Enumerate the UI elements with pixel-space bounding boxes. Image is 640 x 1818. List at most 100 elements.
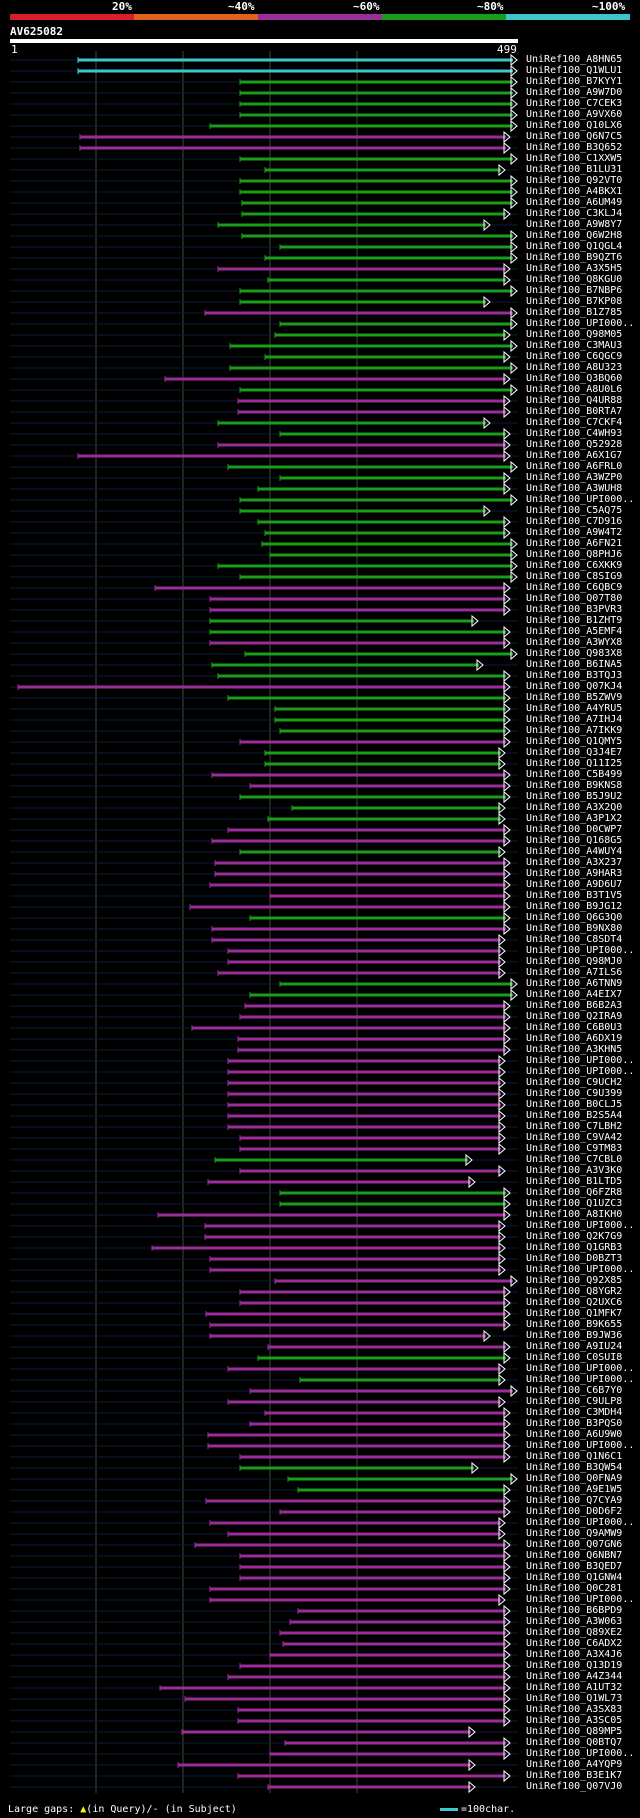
- hit-label[interactable]: UniRef100_Q98MJ0: [526, 956, 623, 967]
- hit-row[interactable]: UniRef100_C6QBC9: [0, 582, 640, 594]
- hit-row[interactable]: UniRef100_UPI000..: [0, 1517, 640, 1529]
- hit-row[interactable]: UniRef100_A7IHJ4: [0, 714, 640, 726]
- hit-label[interactable]: UniRef100_A7IHJ4: [526, 714, 623, 725]
- hit-label[interactable]: UniRef100_Q1MFK7: [526, 1308, 623, 1319]
- hit-row[interactable]: UniRef100_C6XKK9: [0, 560, 640, 572]
- hit-label[interactable]: UniRef100_UPI000..: [526, 1374, 635, 1385]
- hit-row[interactable]: UniRef100_Q4UR88: [0, 395, 640, 407]
- hit-row[interactable]: UniRef100_A8HN65: [0, 54, 640, 66]
- hit-row[interactable]: UniRef100_UPI000..: [0, 1220, 640, 1232]
- hit-row[interactable]: UniRef100_UPI000..: [0, 494, 640, 506]
- hit-label[interactable]: UniRef100_Q2IRA9: [526, 1011, 623, 1022]
- hit-row[interactable]: UniRef100_A6TNN9: [0, 978, 640, 990]
- hit-label[interactable]: UniRef100_A3X2Q0: [526, 802, 623, 813]
- hit-row[interactable]: UniRef100_D0D6F2: [0, 1506, 640, 1518]
- hit-row[interactable]: UniRef100_Q1QGL4: [0, 241, 640, 253]
- hit-label[interactable]: UniRef100_C3KLJ4: [526, 208, 623, 219]
- hit-label[interactable]: UniRef100_A3V3K0: [526, 1165, 623, 1176]
- hit-row[interactable]: UniRef100_D0BZT3: [0, 1253, 640, 1265]
- hit-row[interactable]: UniRef100_UPI000..: [0, 1594, 640, 1606]
- hit-label[interactable]: UniRef100_Q0BTQ7: [526, 1737, 623, 1748]
- hit-row[interactable]: UniRef100_A3KHN5: [0, 1044, 640, 1056]
- hit-label[interactable]: UniRef100_D0BZT3: [526, 1253, 623, 1264]
- hit-row[interactable]: UniRef100_Q98MJ0: [0, 956, 640, 968]
- hit-row[interactable]: UniRef100_B3E1K7: [0, 1770, 640, 1782]
- hit-label[interactable]: UniRef100_B9NX80: [526, 923, 623, 934]
- hit-label[interactable]: UniRef100_C6QBC9: [526, 582, 623, 593]
- hit-row[interactable]: UniRef100_A3WZP0: [0, 472, 640, 484]
- hit-row[interactable]: UniRef100_Q3BQ60: [0, 373, 640, 385]
- hit-row[interactable]: UniRef100_C1XXW5: [0, 153, 640, 165]
- hit-row[interactable]: UniRef100_A3P1X2: [0, 813, 640, 825]
- hit-row[interactable]: UniRef100_Q0FNA9: [0, 1473, 640, 1485]
- hit-row[interactable]: UniRef100_B3TQJ3: [0, 670, 640, 682]
- hit-row[interactable]: UniRef100_Q9AMW9: [0, 1528, 640, 1540]
- hit-label[interactable]: UniRef100_C1XXW5: [526, 153, 623, 164]
- hit-label[interactable]: UniRef100_D0CWP7: [526, 824, 623, 835]
- hit-label[interactable]: UniRef100_Q983X8: [526, 648, 623, 659]
- hit-row[interactable]: UniRef100_UPI000..: [0, 1055, 640, 1067]
- hit-label[interactable]: UniRef100_A9W7D0: [526, 87, 623, 98]
- hit-label[interactable]: UniRef100_Q1WL73: [526, 1693, 623, 1704]
- hit-label[interactable]: UniRef100_Q168G5: [526, 835, 623, 846]
- hit-row[interactable]: UniRef100_Q1MFK7: [0, 1308, 640, 1320]
- hit-label[interactable]: UniRef100_A3X5H5: [526, 263, 623, 274]
- hit-label[interactable]: UniRef100_Q6G3Q0: [526, 912, 623, 923]
- hit-row[interactable]: UniRef100_B1Z785: [0, 307, 640, 319]
- hit-label[interactable]: UniRef100_C6ADX2: [526, 1638, 623, 1649]
- hit-label[interactable]: UniRef100_C7CKF4: [526, 417, 623, 428]
- hit-row[interactable]: UniRef100_A4Z344: [0, 1671, 640, 1683]
- hit-row[interactable]: UniRef100_B3PQS0: [0, 1418, 640, 1430]
- hit-label[interactable]: UniRef100_C6B0U3: [526, 1022, 623, 1033]
- hit-row[interactable]: UniRef100_Q6W2H8: [0, 230, 640, 242]
- hit-row[interactable]: UniRef100_A9D6U7: [0, 879, 640, 891]
- hit-row[interactable]: UniRef100_Q92X85: [0, 1275, 640, 1287]
- hit-label[interactable]: UniRef100_Q7CYA9: [526, 1495, 623, 1506]
- hit-label[interactable]: UniRef100_B3QED7: [526, 1561, 623, 1572]
- hit-row[interactable]: UniRef100_Q8KGU0: [0, 274, 640, 286]
- hit-label[interactable]: UniRef100_A6U9W0: [526, 1429, 623, 1440]
- hit-label[interactable]: UniRef100_UPI000..: [526, 1220, 635, 1231]
- hit-label[interactable]: UniRef100_C9UCH2: [526, 1077, 623, 1088]
- hit-label[interactable]: UniRef100_B9JG12: [526, 901, 623, 912]
- hit-row[interactable]: UniRef100_A4YRU5: [0, 703, 640, 715]
- hit-label[interactable]: UniRef100_Q6W2H8: [526, 230, 623, 241]
- hit-label[interactable]: UniRef100_C9TM83: [526, 1143, 623, 1154]
- hit-label[interactable]: UniRef100_A3SX83: [526, 1704, 623, 1715]
- hit-label[interactable]: UniRef100_A3X237: [526, 857, 623, 868]
- hit-label[interactable]: UniRef100_A6FRL0: [526, 461, 623, 472]
- hit-row[interactable]: UniRef100_A9E1W5: [0, 1484, 640, 1496]
- hit-row[interactable]: UniRef100_B9K655: [0, 1319, 640, 1331]
- hit-label[interactable]: UniRef100_Q2K7G9: [526, 1231, 623, 1242]
- hit-row[interactable]: UniRef100_C9TM83: [0, 1143, 640, 1155]
- hit-row[interactable]: UniRef100_A3X2Q0: [0, 802, 640, 814]
- hit-row[interactable]: UniRef100_Q07T80: [0, 593, 640, 605]
- hit-row[interactable]: UniRef100_A4BKX1: [0, 186, 640, 198]
- hit-row[interactable]: UniRef100_Q98M05: [0, 329, 640, 341]
- hit-row[interactable]: UniRef100_B9NX80: [0, 923, 640, 935]
- hit-row[interactable]: UniRef100_B7NBP6: [0, 285, 640, 297]
- hit-row[interactable]: UniRef100_A6X1G7: [0, 450, 640, 462]
- hit-row[interactable]: UniRef100_A7IKK9: [0, 725, 640, 737]
- hit-label[interactable]: UniRef100_C5AQ75: [526, 505, 623, 516]
- hit-label[interactable]: UniRef100_A1UT32: [526, 1682, 623, 1693]
- hit-label[interactable]: UniRef100_UPI000..: [526, 1055, 635, 1066]
- hit-row[interactable]: UniRef100_A3X4J6: [0, 1649, 640, 1661]
- hit-row[interactable]: UniRef100_B3QW54: [0, 1462, 640, 1474]
- hit-label[interactable]: UniRef100_B1ZHT9: [526, 615, 623, 626]
- hit-row[interactable]: UniRef100_Q13D19: [0, 1660, 640, 1672]
- hit-row[interactable]: UniRef100_Q1QMY5: [0, 736, 640, 748]
- hit-label[interactable]: UniRef100_A4WUY4: [526, 846, 623, 857]
- hit-row[interactable]: UniRef100_Q10LX6: [0, 120, 640, 132]
- hit-row[interactable]: UniRef100_Q89MP5: [0, 1726, 640, 1738]
- hit-row[interactable]: UniRef100_C0SUI8: [0, 1352, 640, 1364]
- hit-row[interactable]: UniRef100_UPI000..: [0, 1374, 640, 1386]
- hit-label[interactable]: UniRef100_A9IU24: [526, 1341, 623, 1352]
- hit-label[interactable]: UniRef100_C9VA42: [526, 1132, 623, 1143]
- hit-label[interactable]: UniRef100_Q89XE2: [526, 1627, 623, 1638]
- hit-label[interactable]: UniRef100_Q07KJ4: [526, 681, 623, 692]
- hit-label[interactable]: UniRef100_C7D916: [526, 516, 623, 527]
- hit-label[interactable]: UniRef100_Q6NBN7: [526, 1550, 623, 1561]
- hit-row[interactable]: UniRef100_Q07GN6: [0, 1539, 640, 1551]
- hit-row[interactable]: UniRef100_Q2K7G9: [0, 1231, 640, 1243]
